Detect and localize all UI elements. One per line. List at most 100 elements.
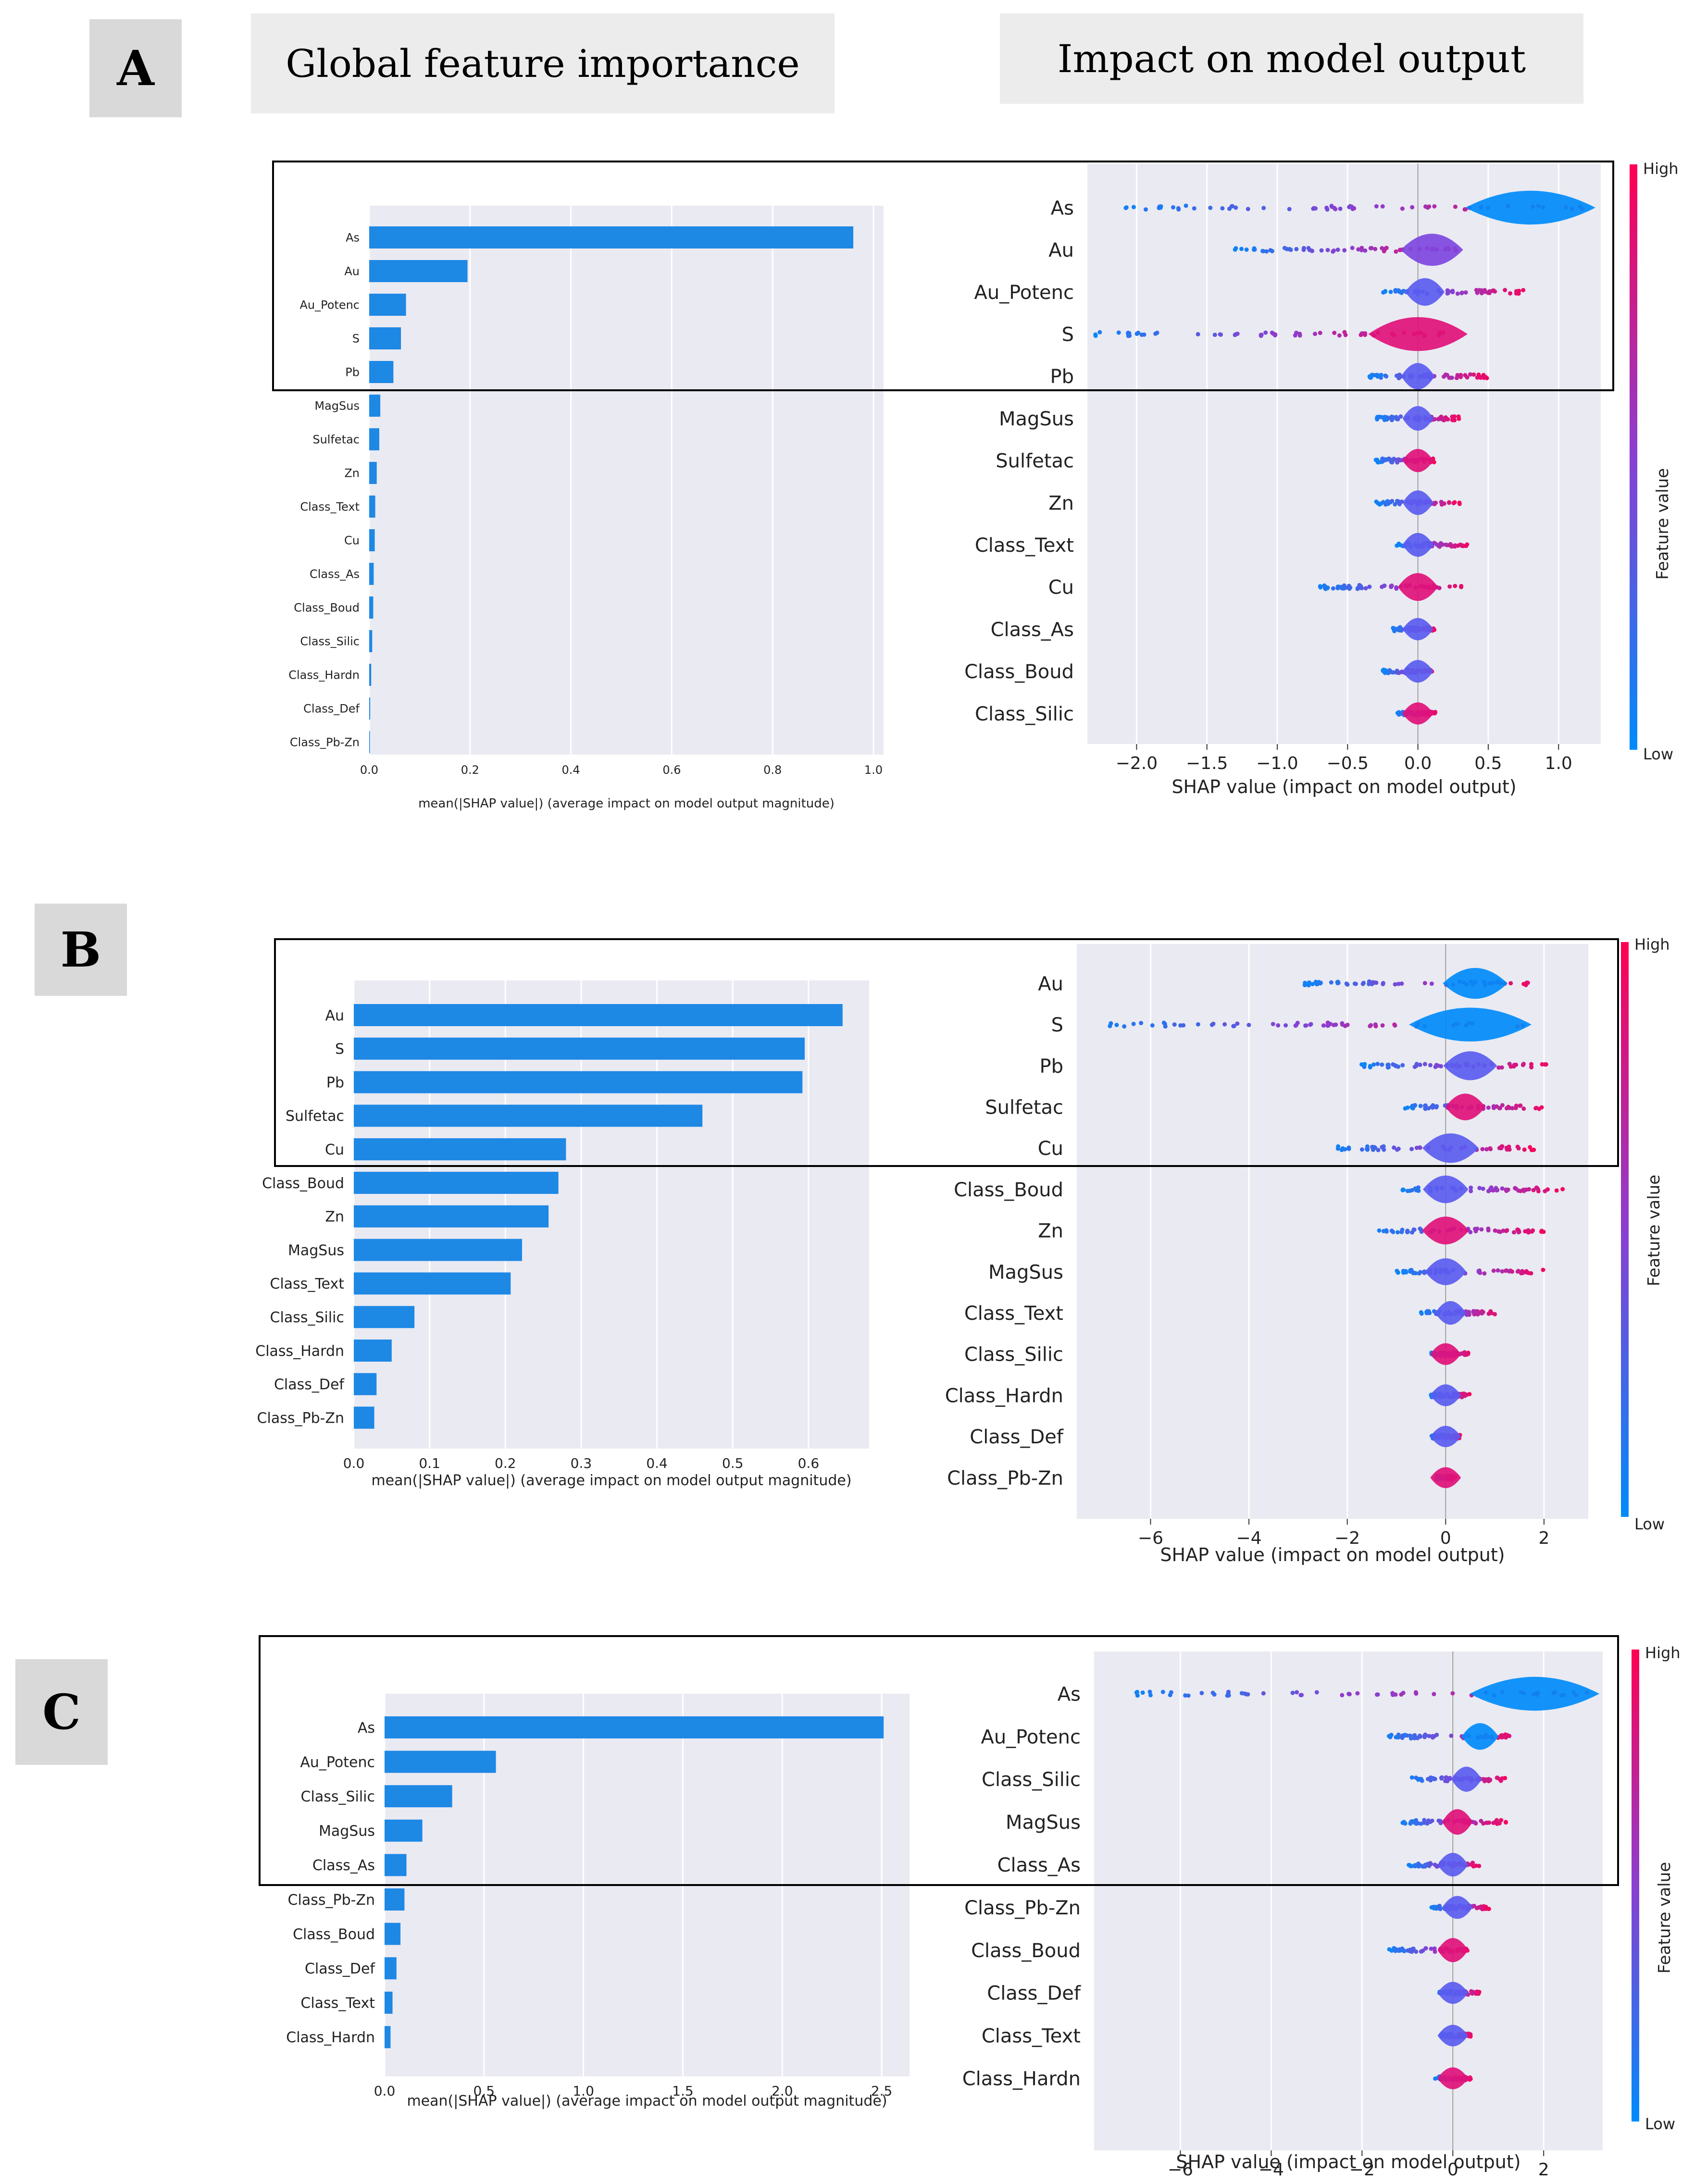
shap-dot [1434, 1732, 1439, 1737]
shap-dot [1232, 1024, 1236, 1029]
shap-dot [1368, 375, 1372, 380]
shap-dot [1432, 541, 1436, 546]
shap-label-class-hardn: Class_Hardn [945, 1385, 1063, 1407]
shap-dot [1264, 249, 1269, 254]
shap-dot [1422, 980, 1427, 985]
shap-dot [1483, 375, 1488, 380]
bar-s [369, 327, 401, 349]
shap-dot [1486, 1189, 1491, 1193]
shap-violin-cu [1422, 1133, 1479, 1163]
shap-dot [1372, 980, 1377, 985]
shap-dot [1400, 206, 1405, 211]
shap-label-au: Au [1038, 973, 1063, 995]
shap-dot [1412, 1736, 1417, 1740]
shap-dot [1341, 586, 1346, 591]
bar-label-as: As [346, 231, 360, 245]
shap-dot [1261, 206, 1266, 211]
bar-label-class-silic: Class_Silic [301, 1788, 375, 1805]
shap-dot [1369, 246, 1374, 250]
shap-dot [1361, 980, 1366, 985]
shap-violin-class-as [1437, 1852, 1469, 1877]
shap-dot [1481, 1904, 1486, 1909]
shap-dot [1127, 333, 1132, 338]
bar-label-class-pb-zn: Class_Pb-Zn [288, 1892, 375, 1909]
shap-dot [1380, 204, 1385, 209]
shap-dot [1462, 1353, 1467, 1357]
shap-dot [1342, 248, 1347, 253]
shap-dot [1504, 1820, 1508, 1825]
shap-row-class-text [1419, 1301, 1497, 1325]
shap-violin-pb [1443, 1051, 1497, 1080]
shap-dot [1521, 1062, 1526, 1067]
bar-class-boud [369, 596, 374, 619]
bar-label-class-boud: Class_Boud [294, 601, 360, 615]
colorbar-low-label: Low [1643, 745, 1673, 763]
shap-dot [1299, 1693, 1304, 1698]
shap-x-tick-label: 0.5 [1474, 754, 1502, 773]
shap-dot [1169, 1690, 1173, 1695]
shap-dot [1184, 203, 1188, 208]
shap-dot [1359, 246, 1364, 250]
bar-label-class-boud: Class_Boud [262, 1175, 344, 1192]
shap-dot [1413, 1863, 1418, 1868]
shap-dot [1428, 1063, 1433, 1067]
shap-dot [1335, 248, 1340, 252]
bar-class-pb-zn [385, 1888, 405, 1911]
header-impact-on-output: Impact on model output [1000, 13, 1583, 104]
shap-dot [1384, 1229, 1389, 1234]
shap-dot [1295, 1690, 1299, 1695]
shap-dot [1252, 247, 1257, 252]
shap-label-class-silic: Class_Silic [975, 703, 1074, 725]
shap-dot [1455, 373, 1460, 378]
shap-dot [1352, 981, 1357, 986]
shap-violin-magsus [1442, 1809, 1473, 1835]
bar-x-axis-label: mean(|SHAP value|) (average impact on mo… [418, 796, 835, 811]
shap-row-s [1093, 317, 1468, 351]
shap-violin-class-silic [1430, 1343, 1461, 1365]
shap-dot [1423, 1103, 1428, 1108]
shap-row-sulfetac [1373, 449, 1436, 472]
bar-x-tick-label: 1.0 [573, 2083, 594, 2099]
shap-violin-class-boud [1437, 1938, 1469, 1962]
shap-dot [1467, 1312, 1471, 1317]
bar-label-zn: Zn [344, 467, 360, 480]
shap-dot [1432, 1946, 1437, 1951]
shap-dot [1518, 1103, 1523, 1108]
shap-dot [1336, 584, 1341, 589]
bar-class-def [369, 697, 371, 720]
bar-class-silic [369, 630, 373, 652]
colorbar-axis-label: Feature value [1653, 468, 1672, 580]
colorbar-axis-label: Feature value [1655, 1862, 1674, 1973]
shap-dot [1426, 1776, 1431, 1781]
shap-label-as: As [1051, 197, 1074, 219]
shap-row-au-potenc [1381, 278, 1526, 306]
shap-dot [1399, 458, 1404, 462]
shap-dot [1336, 980, 1341, 985]
shap-dot [1470, 1861, 1475, 1865]
shap-violin-zn [1402, 490, 1433, 515]
shap-label-class-silic: Class_Silic [964, 1344, 1063, 1366]
shap-dot [1499, 1818, 1504, 1823]
shap-dot [1471, 372, 1476, 377]
bar-label-sulfetac: Sulfetac [286, 1108, 344, 1125]
shap-dot [1399, 543, 1404, 548]
shap-dot [1227, 206, 1232, 211]
shap-x-tick-label: −6 [1138, 1528, 1163, 1548]
shap-dot [1522, 1147, 1527, 1152]
shap-dot [1350, 246, 1355, 250]
shap-dot [1375, 1692, 1380, 1697]
colorbar-high-label: High [1634, 935, 1670, 954]
shap-x-tick-label: −1.5 [1186, 754, 1228, 773]
shap-dot [1148, 1693, 1153, 1698]
shap-dot [1318, 331, 1322, 335]
shap-dot [1395, 1147, 1399, 1152]
shap-dot [1160, 1689, 1165, 1694]
shap-dot [1398, 414, 1403, 419]
shap-dot [1303, 980, 1308, 985]
shap-row-class-def [1429, 1426, 1462, 1447]
shap-dot [1384, 669, 1389, 674]
shap-dot [1222, 1022, 1227, 1027]
bar-label-class-def: Class_Def [305, 1961, 375, 1977]
shap-dot [1352, 206, 1357, 211]
shap-dot [1234, 246, 1238, 250]
